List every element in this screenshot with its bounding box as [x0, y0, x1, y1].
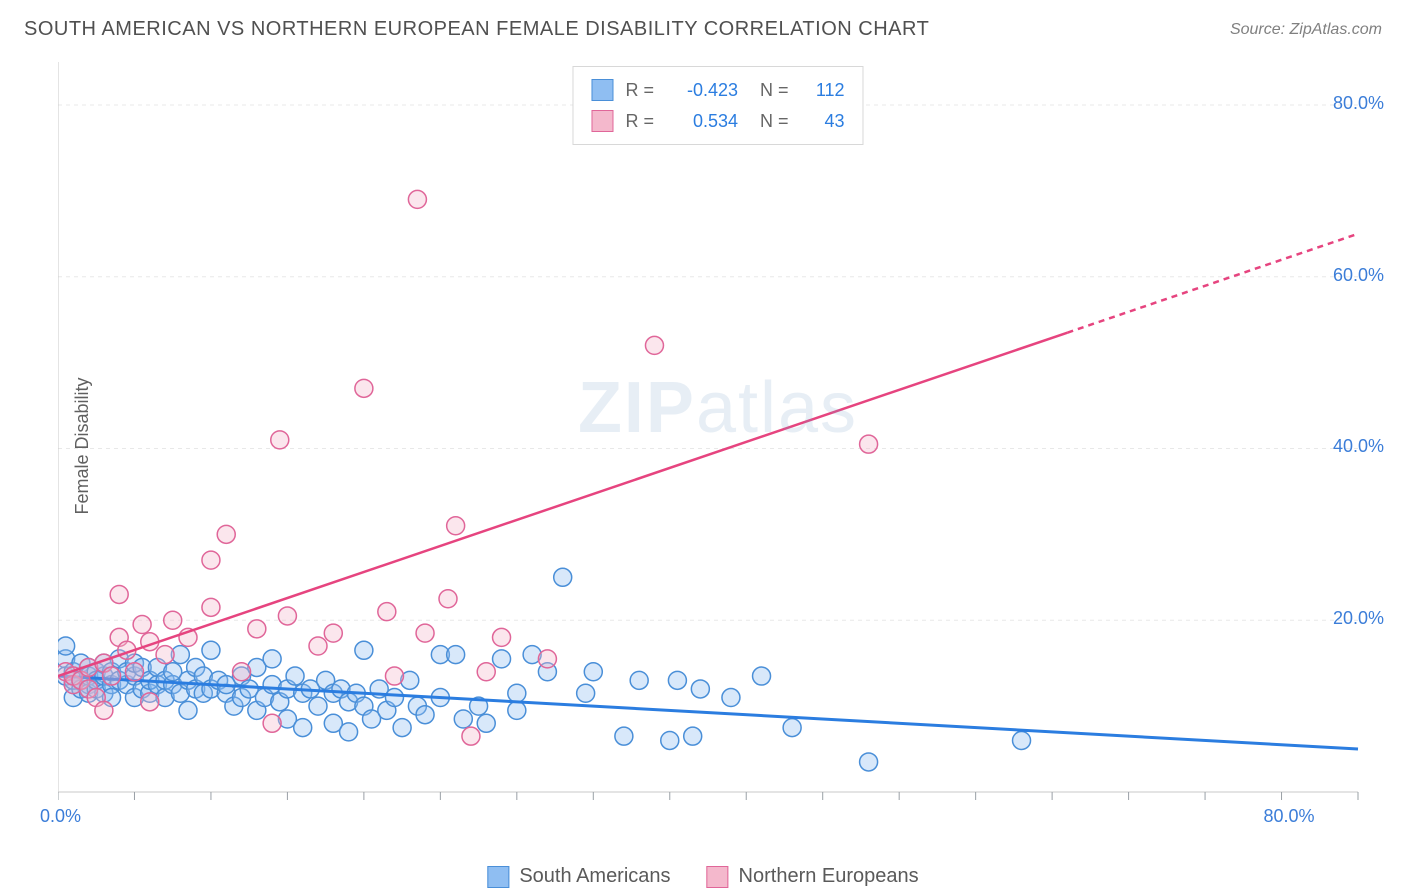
x-tick-label: 80.0%: [1264, 806, 1315, 827]
stat-r-value: 0.534: [666, 106, 738, 137]
correlation-stats-box: R = -0.423 N = 112 R = 0.534 N = 43: [572, 66, 863, 145]
stat-r-label: R =: [625, 106, 654, 137]
stat-n-value: 43: [801, 106, 845, 137]
legend-label: South Americans: [519, 865, 670, 888]
chart-title: SOUTH AMERICAN VS NORTHERN EUROPEAN FEMA…: [24, 18, 929, 41]
stat-n-value: 112: [801, 75, 845, 106]
y-tick-label: 60.0%: [1333, 265, 1384, 286]
stat-row: R = -0.423 N = 112: [591, 75, 844, 106]
legend-label: Northern Europeans: [739, 865, 919, 888]
chart-area: ZIPatlas R =-0.423 N =112R =0.534 N =43 …: [58, 62, 1378, 814]
stat-r-label: R =: [625, 75, 654, 106]
series-swatch: [591, 110, 613, 132]
legend-item: Northern Europeans: [707, 865, 919, 888]
scatter-plot-svg: [58, 62, 1378, 814]
y-tick-label: 80.0%: [1333, 93, 1384, 114]
x-tick-label: 0.0%: [40, 806, 81, 827]
stat-n-label: N =: [750, 75, 789, 106]
y-tick-label: 40.0%: [1333, 436, 1384, 457]
series-swatch: [591, 79, 613, 101]
legend-swatch: [487, 866, 509, 888]
y-tick-label: 20.0%: [1333, 608, 1384, 629]
legend: South Americans Northern Europeans: [487, 865, 918, 888]
stat-row: R = 0.534 N = 43: [591, 106, 844, 137]
stat-r-value: -0.423: [666, 75, 738, 106]
legend-item: South Americans: [487, 865, 670, 888]
source-credit: Source: ZipAtlas.com: [1230, 21, 1382, 39]
stat-n-label: N =: [750, 106, 789, 137]
legend-swatch: [707, 866, 729, 888]
